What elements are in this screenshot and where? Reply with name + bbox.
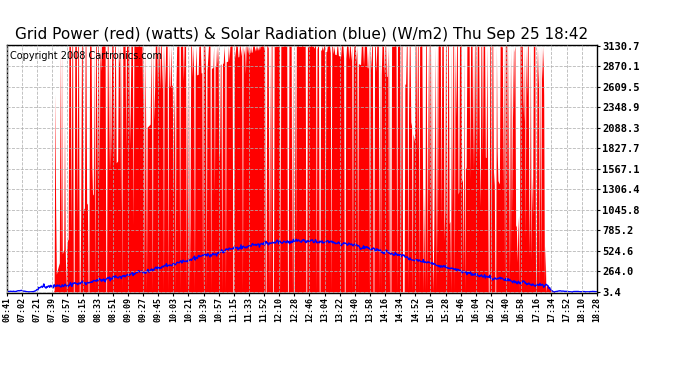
Title: Grid Power (red) (watts) & Solar Radiation (blue) (W/m2) Thu Sep 25 18:42: Grid Power (red) (watts) & Solar Radiati… — [15, 27, 589, 42]
Text: Copyright 2008 Cartronics.com: Copyright 2008 Cartronics.com — [10, 51, 162, 61]
